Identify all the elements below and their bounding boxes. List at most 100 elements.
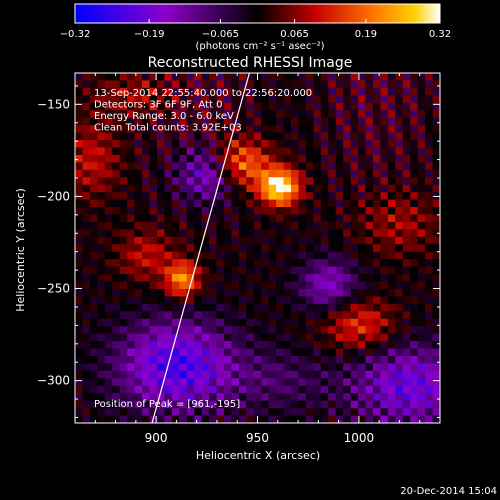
heatmap-cell [313, 244, 322, 253]
heatmap-cell [387, 296, 396, 305]
heatmap-cell [216, 199, 225, 208]
heatmap-cell [119, 385, 128, 394]
heatmap-cell [179, 348, 188, 357]
heatmap-cell [209, 154, 218, 163]
heatmap-cell [171, 281, 180, 290]
heatmap-cell [305, 311, 314, 320]
heatmap-cell [365, 192, 374, 201]
heatmap-cell [395, 199, 404, 208]
heatmap-cell [320, 355, 329, 365]
heatmap-cell [164, 214, 173, 223]
heatmap-cell [194, 229, 203, 238]
heatmap-cell [425, 266, 434, 275]
heatmap-cell [149, 244, 158, 253]
heatmap-cell [268, 311, 277, 320]
heatmap-cell [149, 236, 158, 245]
heatmap-cell [149, 408, 158, 417]
heatmap-cell [343, 296, 352, 305]
heatmap-cell [194, 169, 203, 178]
heatmap-cell [372, 251, 382, 260]
heatmap-cell [164, 259, 173, 268]
heatmap-cell [171, 385, 180, 394]
heatmap-cell [246, 415, 255, 423]
heatmap-cell [171, 348, 180, 357]
heatmap-cell [238, 288, 247, 298]
heatmap-cell [209, 251, 218, 260]
heatmap-cell [283, 393, 292, 402]
heatmap-cell [75, 274, 84, 283]
heatmap-cell [119, 341, 128, 350]
heatmap-cell [268, 199, 277, 208]
heatmap-cell [246, 117, 255, 126]
heatmap-cell [291, 415, 300, 423]
heatmap-cell [313, 236, 322, 245]
heatmap-cell [283, 244, 292, 253]
heatmap-cell [119, 229, 128, 238]
heatmap-cell [238, 363, 247, 372]
heatmap-cell [283, 288, 292, 298]
heatmap-cell [127, 311, 136, 320]
heatmap-cell [395, 348, 404, 357]
heatmap-cell [134, 154, 143, 163]
heatmap-cell [372, 303, 382, 312]
heatmap-cell [75, 140, 84, 149]
heatmap-cell [97, 125, 106, 134]
heatmap-cell [305, 251, 314, 260]
heatmap-cell [328, 177, 337, 186]
heatmap-cell [387, 140, 396, 149]
heatmap-cell [216, 229, 225, 238]
heatmap-cell [201, 162, 210, 171]
heatmap-cell [410, 318, 419, 327]
heatmap-cell [268, 333, 277, 342]
heatmap-cell [425, 244, 434, 253]
heatmap-cell [238, 355, 247, 365]
heatmap-cell [365, 333, 374, 342]
heatmap-cell [425, 296, 434, 305]
heatmap-cell [112, 348, 121, 357]
heatmap-cell [253, 169, 262, 178]
heatmap-cell [179, 80, 188, 89]
heatmap-cell [127, 385, 136, 394]
heatmap-cell [164, 370, 173, 379]
heatmap-cell [112, 415, 121, 423]
heatmap-cell [283, 378, 292, 387]
heatmap-cell [305, 110, 314, 119]
heatmap-cell [261, 385, 270, 394]
heatmap-cell [171, 214, 180, 223]
heatmap-cell [313, 259, 322, 268]
heatmap-cell [350, 251, 359, 260]
heatmap-cell [432, 117, 440, 126]
heatmap-cell [358, 87, 367, 96]
heatmap-cell [201, 73, 210, 82]
heatmap-cell [432, 370, 440, 379]
heatmap-cell [209, 117, 218, 126]
heatmap-cell [209, 281, 218, 290]
heatmap-cell [149, 177, 158, 186]
heatmap-cell [134, 370, 143, 379]
heatmap-cell [164, 244, 173, 253]
heatmap-cell [261, 221, 270, 230]
heatmap-cell [253, 326, 262, 335]
heatmap-cell [209, 400, 218, 409]
heatmap-cell [97, 95, 106, 104]
heatmap-cell [395, 415, 404, 423]
heatmap-cell [201, 251, 210, 260]
heatmap-cell [142, 281, 151, 290]
heatmap-cell [417, 125, 426, 134]
heatmap-cell [119, 117, 128, 126]
heatmap-cell [410, 378, 419, 387]
heatmap-cell [216, 393, 225, 402]
heatmap-cell [343, 408, 352, 417]
heatmap-cell [246, 162, 255, 171]
heatmap-cell [97, 415, 106, 423]
heatmap-cell [320, 378, 329, 387]
heatmap-cell [410, 140, 419, 149]
heatmap-cell [365, 303, 374, 312]
heatmap-cell [231, 244, 240, 253]
heatmap-cell [156, 87, 165, 96]
heatmap-cell [97, 184, 106, 193]
heatmap-cell [402, 415, 411, 423]
heatmap-cell [320, 73, 329, 82]
heatmap-cell [186, 125, 195, 134]
heatmap-cell [179, 102, 188, 111]
